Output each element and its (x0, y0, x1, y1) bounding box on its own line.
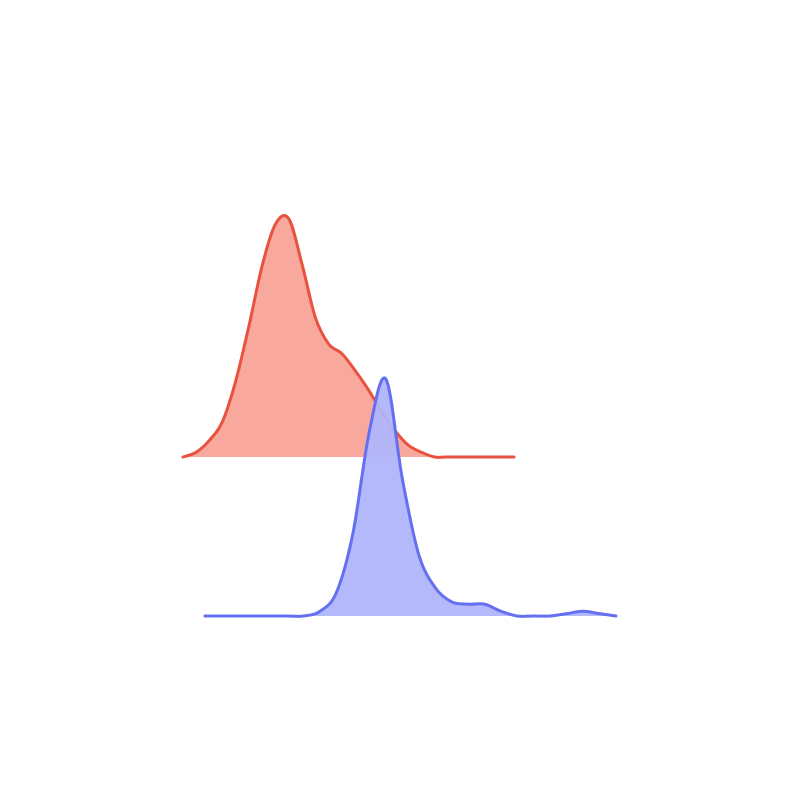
ridge-area-series-1 (183, 215, 514, 458)
ridge-area-series-2 (205, 377, 616, 617)
ridge-line-series-1 (181, 214, 516, 459)
ridge-line-series-2 (203, 376, 618, 618)
ridges-group (181, 214, 618, 618)
